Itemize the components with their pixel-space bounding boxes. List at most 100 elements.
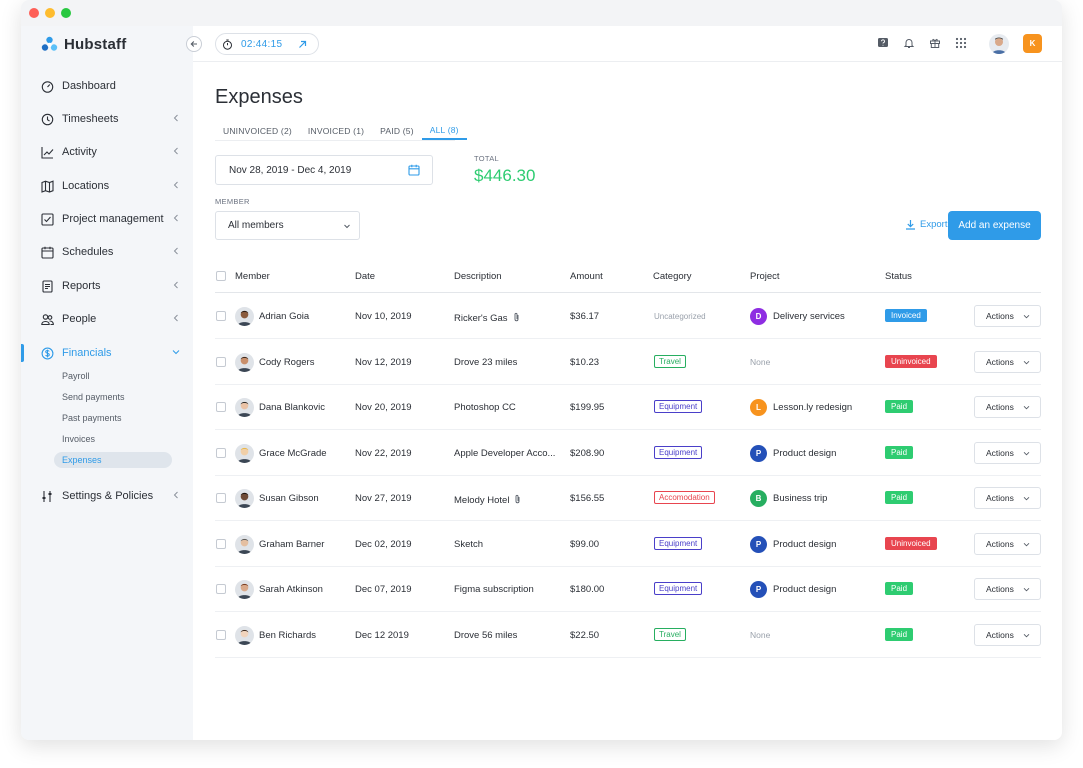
project-name[interactable]: Product design [773, 584, 837, 595]
header-status[interactable]: Status [885, 271, 912, 282]
project-name[interactable]: Business trip [773, 493, 828, 504]
chevron-left-icon[interactable] [171, 213, 181, 223]
table-row[interactable]: Grace McGrade Nov 22, 2019 Apple Developer… [215, 431, 1041, 476]
header-description[interactable]: Description [454, 271, 502, 282]
header-amount[interactable]: Amount [570, 271, 603, 282]
member-name[interactable]: Cody Rogers [259, 356, 315, 368]
sidebar-item-locations[interactable]: Locations [21, 173, 193, 199]
sidebar-subitem-past-payments[interactable]: Past payments [62, 413, 122, 423]
organization-badge[interactable]: K [1023, 34, 1042, 53]
chevron-down-icon [1023, 633, 1030, 637]
apps-grid-icon[interactable] [954, 36, 968, 50]
row-checkbox[interactable] [216, 493, 226, 503]
member-name[interactable]: Graham Barner [259, 538, 325, 550]
actions-button[interactable]: Actions [974, 350, 1041, 373]
member-name[interactable]: Ben Richards [259, 629, 317, 641]
tab-uninvoiced[interactable]: UNINVOICED (2) [223, 126, 292, 136]
expense-description: Figma subscription [454, 584, 534, 595]
sidebar-item-timesheets[interactable]: Timesheets [21, 106, 193, 132]
gift-icon[interactable] [928, 36, 942, 50]
actions-button[interactable]: Actions [974, 623, 1041, 646]
maximize-window-icon[interactable] [61, 8, 71, 18]
add-expense-button[interactable]: Add an expense [948, 211, 1041, 240]
chevron-down-icon[interactable] [171, 347, 181, 357]
sidebar-item-activity[interactable]: Activity [21, 139, 193, 165]
actions-button[interactable]: Actions [974, 441, 1041, 464]
calendar-icon[interactable] [408, 164, 420, 176]
tab-paid[interactable]: PAID (5) [380, 126, 414, 136]
row-checkbox[interactable] [216, 447, 226, 458]
member-name[interactable]: Grace McGrade [259, 447, 327, 459]
sidebar-subitem-expenses[interactable]: Expenses [54, 452, 172, 468]
actions-button[interactable]: Actions [974, 532, 1041, 555]
sidebar-item-project-management[interactable]: Project management [21, 206, 193, 232]
table-row[interactable]: Susan Gibson Nov 27, 2019 Melody Hotel $156… [215, 476, 1041, 521]
member-name[interactable]: Adrian Goia [259, 311, 310, 322]
bell-icon[interactable] [902, 36, 916, 50]
table-row[interactable]: Adrian Goia Nov 10, 2019 Ricker's Gas $36.1… [215, 294, 1041, 339]
timer-widget[interactable]: 02:44:15 [215, 33, 319, 55]
chevron-left-icon[interactable] [171, 490, 181, 500]
member-name[interactable]: Sarah Atkinson [259, 584, 323, 595]
sidebar-item-settings-policies[interactable]: Settings & Policies [21, 483, 193, 509]
paperclip-icon[interactable] [513, 312, 520, 325]
sidebar-subitem-invoices[interactable]: Invoices [62, 434, 96, 444]
project-name[interactable]: Product design [773, 538, 837, 550]
sidebar-item-schedules[interactable]: Schedules [21, 239, 193, 265]
close-window-icon[interactable] [29, 8, 39, 18]
row-checkbox[interactable] [216, 538, 226, 549]
chevron-left-icon[interactable] [171, 180, 181, 190]
sidebar-item-financials[interactable]: Financials [21, 340, 193, 366]
user-avatar[interactable] [989, 34, 1009, 54]
table-row[interactable]: Ben Richards Dec 12 2019 Drove 56 miles $22… [215, 613, 1041, 658]
row-checkbox[interactable] [216, 402, 226, 412]
date-range-picker[interactable]: Nov 28, 2019 - Dec 4, 2019 [215, 155, 433, 185]
table-row[interactable]: Sarah Atkinson Dec 07, 2019 Figma subscrip… [215, 567, 1041, 612]
hubstaff-logo[interactable]: Hubstaff [41, 36, 126, 53]
select-all-checkbox[interactable] [216, 271, 226, 281]
sidebar-subitem-send-payments[interactable]: Send payments [62, 392, 125, 402]
member-name[interactable]: Dana Blankovic [259, 402, 326, 413]
tab-invoiced[interactable]: INVOICED (1) [307, 126, 365, 136]
chevron-left-icon[interactable] [171, 113, 181, 123]
chevron-left-icon[interactable] [171, 313, 181, 323]
row-checkbox[interactable] [216, 311, 226, 321]
sidebar-item-people[interactable]: People [21, 306, 193, 332]
sidebar-subitem-payroll[interactable]: Payroll [62, 371, 90, 381]
actions-button[interactable]: Actions [974, 487, 1041, 509]
header-category[interactable]: Category [653, 271, 692, 282]
paperclip-icon[interactable] [514, 494, 521, 507]
header-project[interactable]: Project [750, 271, 780, 282]
export-button[interactable]: Export [905, 219, 947, 230]
row-checkbox[interactable] [216, 629, 226, 640]
member-avatar [235, 443, 254, 463]
tab-all[interactable]: ALL (8) [421, 122, 467, 140]
project-name[interactable]: Delivery services [773, 311, 845, 322]
project-name[interactable]: Product design [773, 447, 837, 459]
sidebar-item-dashboard[interactable]: Dashboard [21, 73, 193, 99]
help-icon[interactable] [876, 36, 890, 50]
actions-button[interactable]: Actions [974, 578, 1041, 600]
status-badge: Paid [885, 400, 914, 413]
project-name[interactable]: Lesson.ly redesign [773, 402, 853, 413]
table-row[interactable]: Dana Blankovic Nov 20, 2019 Photoshop CC $1… [215, 385, 1041, 430]
header-member[interactable]: Member [235, 271, 270, 282]
row-checkbox[interactable] [216, 356, 226, 367]
table-row[interactable]: Cody Rogers Nov 12, 2019 Drove 23 miles $10… [215, 340, 1041, 385]
chevron-left-icon[interactable] [171, 246, 181, 256]
actions-button[interactable]: Actions [974, 396, 1041, 418]
sidebar-item-reports[interactable]: Reports [21, 273, 193, 299]
description-text: Drove 56 miles [454, 629, 518, 641]
collapse-sidebar-button[interactable] [186, 36, 202, 52]
table-row[interactable]: Graham Barner Dec 02, 2019 Sketch $99.00 Equ… [215, 522, 1041, 567]
member-select[interactable]: All members [215, 211, 360, 240]
row-checkbox[interactable] [216, 584, 226, 594]
actions-button[interactable]: Actions [974, 305, 1041, 327]
arrow-up-right-icon[interactable] [298, 40, 307, 49]
category-badge: Uncategorized [654, 312, 706, 321]
chevron-left-icon[interactable] [171, 280, 181, 290]
minimize-window-icon[interactable] [45, 8, 55, 18]
chevron-left-icon[interactable] [171, 146, 181, 156]
member-name[interactable]: Susan Gibson [259, 493, 319, 504]
header-date[interactable]: Date [355, 271, 376, 282]
